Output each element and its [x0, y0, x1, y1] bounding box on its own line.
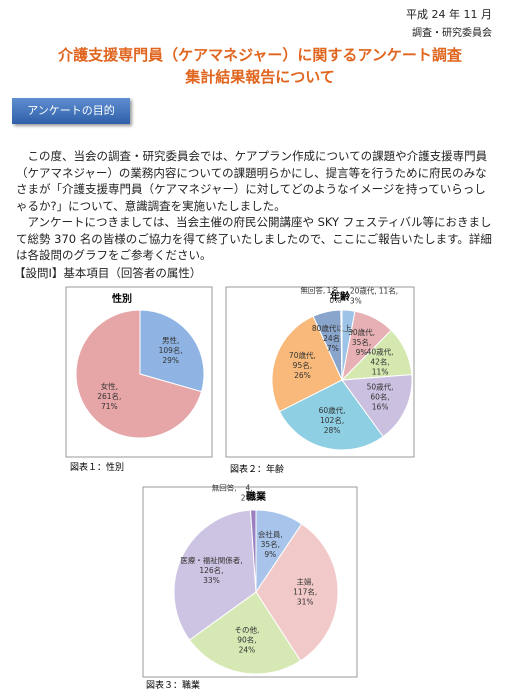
slice-label: 医療・福祉関係者,	[180, 555, 242, 565]
slice-label: 20歳代,	[350, 285, 377, 295]
slice-label: 70歳代,	[289, 350, 316, 360]
slice-label: 無回答,	[300, 285, 325, 295]
date: 平成 24 年 11 月	[406, 8, 492, 21]
slice-label: 11名,	[379, 285, 398, 295]
slice-label: 60名,	[370, 392, 389, 402]
slice-label: 31%	[297, 597, 314, 606]
title: 介護支援専門員（ケアマネジャー）に関するアンケート調査	[58, 46, 462, 64]
slice-label: 9%	[356, 348, 368, 357]
slice-label: 50歳代,	[367, 382, 394, 392]
caption: 図表２：年齢	[230, 463, 284, 475]
slice-label: 35名,	[261, 539, 280, 549]
slice-label: 16%	[372, 403, 389, 412]
slice-label: 3%	[350, 296, 362, 305]
slice-label: 102名,	[320, 415, 344, 425]
chart-title: 職業	[246, 490, 267, 503]
pie-slice	[271, 315, 343, 413]
pie-slice	[188, 591, 302, 675]
slice-label: 33%	[203, 576, 220, 585]
slice-label: 117名,	[293, 586, 317, 596]
pie-slice	[341, 374, 413, 438]
slice-label: 261名,	[97, 391, 121, 401]
slice-label: 2%	[241, 494, 253, 503]
slice-label: 24%	[239, 645, 256, 654]
chart-frame	[65, 286, 213, 458]
slice-label: 9%	[264, 550, 276, 559]
slice-label: 80歳代以上,	[312, 323, 354, 333]
slice-label: 109名,	[159, 345, 183, 355]
pie-slice	[255, 523, 339, 662]
chart-title: 年齢	[330, 290, 351, 303]
slice-label: 11%	[372, 367, 389, 376]
slice-label: 7%	[327, 344, 339, 353]
slice-label: 24名,	[323, 333, 342, 343]
slice-label: 28%	[324, 426, 341, 435]
slice-label: 主婦,	[297, 576, 314, 586]
caption: 図表１：性別	[70, 461, 124, 473]
slice-label: 26%	[294, 371, 311, 380]
slice-label: 126名,	[199, 565, 223, 575]
slice-label: 35名,	[352, 337, 371, 347]
chart-frame	[142, 486, 358, 678]
pie-slice	[249, 509, 257, 593]
slice-label: 40歳代,	[367, 346, 394, 356]
pie-slice	[75, 309, 203, 439]
slice-label: 1名,	[327, 285, 342, 295]
paragraph: この度、当会の調査・研究委員会では、ケアプラン作成についての課題や介護支援専門員…	[16, 149, 488, 213]
slice-label: 90名,	[237, 634, 256, 644]
slice-label: 0%	[329, 296, 341, 305]
slice-label: 60歳代,	[319, 405, 346, 415]
pie-slice	[139, 309, 205, 393]
chart-title: 性別	[111, 292, 132, 305]
caption: 図表３：職業	[146, 679, 200, 691]
slice-label: 30歳代,	[348, 327, 375, 337]
slice-label: 4,	[246, 484, 253, 493]
slice-label: 29%	[162, 356, 179, 365]
chart-frame	[225, 286, 415, 458]
paragraph: アンケートにつきましては、当会主催の府民公開講座や SKY フェスティバル等にお…	[16, 215, 492, 262]
body-text: この度、当会の調査・研究委員会では、ケアプラン作成についての課題や介護支援専門員…	[16, 148, 494, 264]
slice-label: その他,	[234, 624, 259, 634]
slice-label: 95名,	[293, 360, 312, 370]
section-label: アンケートの目的	[12, 98, 130, 124]
slice-label: 女性,	[101, 381, 118, 391]
title: 集計結果報告について	[185, 68, 335, 86]
question-heading: 【設問Ⅰ】基本項目（回答者の属性）	[14, 266, 202, 280]
slice-label: 無回答,	[212, 483, 237, 493]
slice-label: 42名,	[370, 356, 389, 366]
slice-label: 会社員,	[258, 529, 283, 539]
pie-slice	[340, 309, 343, 381]
slice-label: 71%	[101, 402, 118, 411]
pie-slice	[173, 509, 257, 641]
slice-label: 男性,	[162, 335, 179, 345]
pie-slice	[278, 379, 384, 451]
organization: 調査・研究委員会	[412, 28, 492, 39]
